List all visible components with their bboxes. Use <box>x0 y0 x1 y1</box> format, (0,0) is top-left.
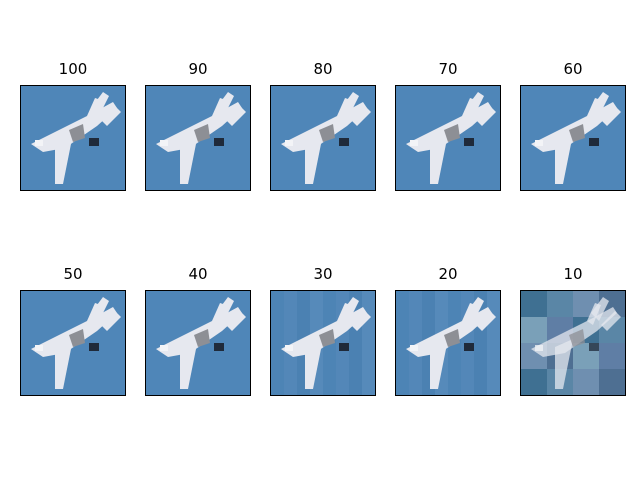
fighter-jet-icon <box>21 86 125 190</box>
fighter-jet-icon <box>146 86 250 190</box>
panel-title: 100 <box>58 60 88 78</box>
panel-title: 50 <box>63 265 83 283</box>
panel-title: 20 <box>438 265 458 283</box>
fighter-jet-icon <box>396 86 500 190</box>
jpeg-thumbnail-image <box>145 290 251 396</box>
panel-title: 80 <box>313 60 333 78</box>
jpeg-thumbnail-image <box>395 290 501 396</box>
panel-title: 70 <box>438 60 458 78</box>
jpeg-thumbnail-image <box>145 85 251 191</box>
fighter-jet-icon <box>21 291 125 395</box>
fighter-jet-icon <box>271 291 375 395</box>
fighter-jet-icon <box>521 86 625 190</box>
jpeg-thumbnail-image <box>520 85 626 191</box>
panel-title: 30 <box>313 265 333 283</box>
panel-title: 60 <box>563 60 583 78</box>
jpeg-thumbnail-image <box>520 290 626 396</box>
jpeg-thumbnail-image <box>20 85 126 191</box>
jpeg-thumbnail-image <box>270 85 376 191</box>
fighter-jet-icon <box>271 86 375 190</box>
panel-title: 40 <box>188 265 208 283</box>
fighter-jet-icon <box>521 291 625 395</box>
fighter-jet-icon <box>396 291 500 395</box>
jpeg-thumbnail-image <box>395 85 501 191</box>
jpeg-thumbnail-image <box>20 290 126 396</box>
fighter-jet-icon <box>146 291 250 395</box>
jpeg-thumbnail-image <box>270 290 376 396</box>
panel-title: 10 <box>563 265 583 283</box>
panel-title: 90 <box>188 60 208 78</box>
